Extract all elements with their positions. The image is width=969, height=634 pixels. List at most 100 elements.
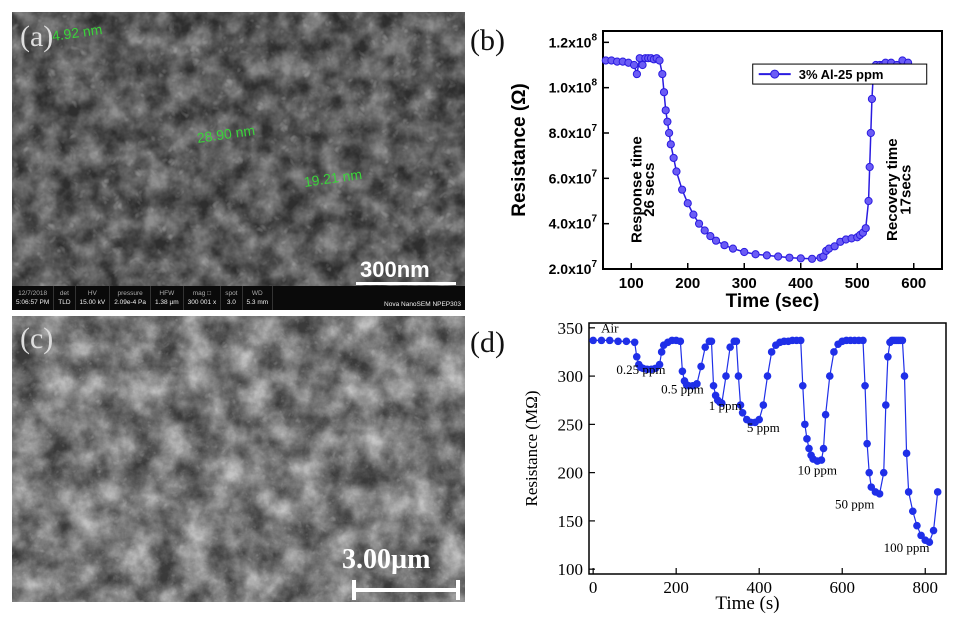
info-cell: WD 5.3 mm bbox=[243, 286, 274, 310]
data-point bbox=[866, 128, 875, 138]
sem-texture-a bbox=[12, 12, 465, 286]
data-point bbox=[666, 140, 675, 149]
data-point bbox=[655, 360, 664, 369]
data-point bbox=[819, 444, 828, 453]
info-value: 3.0 bbox=[226, 299, 236, 306]
data-point bbox=[913, 521, 921, 530]
y-tick-exponent: 7 bbox=[591, 123, 597, 134]
data-point bbox=[605, 336, 614, 345]
info-head: spot bbox=[225, 290, 238, 297]
info-value: 5:06:57 PM bbox=[16, 299, 50, 306]
panel-label-c: (c) bbox=[20, 322, 54, 355]
data-point bbox=[825, 372, 834, 380]
data-point bbox=[694, 219, 704, 228]
data-point bbox=[801, 420, 809, 429]
data-point bbox=[738, 408, 747, 417]
data-point bbox=[875, 490, 884, 498]
y-tick-mantissa: 2.0x10 bbox=[549, 261, 592, 277]
y-tick-label: 150 bbox=[558, 512, 584, 531]
info-head: HFW bbox=[159, 290, 175, 297]
data-point bbox=[774, 252, 783, 261]
data-point bbox=[672, 167, 681, 176]
data-point bbox=[817, 456, 826, 464]
data-point bbox=[865, 162, 874, 172]
y-tick-label: 4.0x107 bbox=[549, 214, 598, 232]
data-point bbox=[722, 372, 730, 380]
y-tick-mantissa: 1.0x10 bbox=[549, 80, 592, 96]
data-point bbox=[908, 507, 917, 516]
data-point bbox=[759, 401, 768, 409]
y-tick-label: 6.0x107 bbox=[549, 168, 598, 186]
info-value: 5.3 mm bbox=[246, 299, 269, 306]
data-point bbox=[830, 348, 838, 356]
data-point bbox=[693, 380, 701, 388]
info-head: WD bbox=[251, 290, 263, 297]
data-point bbox=[865, 468, 874, 477]
x-tick-label: 400 bbox=[788, 275, 813, 292]
data-point bbox=[785, 253, 794, 262]
x-tick-label: 300 bbox=[732, 275, 757, 292]
data-point bbox=[859, 336, 867, 345]
y-tick-label: 350 bbox=[558, 319, 584, 338]
data-point bbox=[902, 449, 911, 458]
data-point bbox=[629, 60, 639, 70]
data-point bbox=[762, 251, 771, 260]
data-point bbox=[867, 94, 877, 104]
data-point bbox=[767, 348, 776, 356]
annotation: 50 ppm bbox=[835, 496, 874, 511]
data-point bbox=[697, 362, 705, 371]
annotation: 100 ppm bbox=[884, 540, 930, 555]
info-value: 1.38 µm bbox=[155, 299, 179, 306]
data-point bbox=[665, 128, 674, 138]
scalebar-tick bbox=[352, 580, 356, 600]
data-point bbox=[711, 236, 721, 245]
data-point bbox=[734, 372, 743, 380]
y-tick-exponent: 7 bbox=[591, 214, 597, 225]
x-tick-label: 200 bbox=[675, 275, 700, 292]
data-point bbox=[798, 381, 807, 390]
annotation: 0.5 ppm bbox=[661, 381, 704, 396]
y-tick-exponent: 7 bbox=[591, 168, 597, 179]
data-point bbox=[655, 56, 664, 65]
data-point bbox=[622, 337, 631, 346]
y-tick-label: 300 bbox=[558, 367, 584, 386]
plot-frame bbox=[588, 322, 947, 575]
data-point bbox=[900, 372, 909, 380]
data-point bbox=[879, 468, 888, 477]
data-point bbox=[632, 352, 641, 361]
y-axis-label: Resistance (Ω) bbox=[509, 83, 530, 217]
data-point bbox=[925, 538, 934, 546]
data-point bbox=[830, 242, 839, 251]
info-cell: spot 3.0 bbox=[221, 286, 243, 310]
info-head: 12/7/2018 bbox=[18, 290, 48, 297]
data-point bbox=[861, 224, 870, 233]
data-point bbox=[589, 336, 597, 345]
data-point bbox=[700, 226, 709, 235]
panel-label-a: (a) bbox=[20, 20, 54, 53]
info-cell: mag □ 300 001 x bbox=[184, 286, 222, 310]
data-point bbox=[728, 244, 738, 253]
legend-marker bbox=[770, 69, 780, 79]
data-point bbox=[861, 381, 869, 390]
info-value: 300 001 x bbox=[187, 299, 217, 306]
info-cell: HV 15.00 kV bbox=[76, 286, 111, 310]
info-head: pressure bbox=[117, 290, 143, 297]
info-cell: pressure 2.09e-4 Pa bbox=[110, 286, 152, 310]
data-point bbox=[659, 88, 669, 97]
data-point bbox=[709, 381, 718, 390]
y-tick-label: 200 bbox=[558, 464, 584, 483]
data-point bbox=[678, 367, 687, 376]
annotation: Response time bbox=[628, 136, 645, 243]
legend-label: 3% Al-25 ppm bbox=[799, 67, 884, 82]
x-tick-label: 100 bbox=[619, 275, 644, 292]
data-point bbox=[736, 401, 745, 409]
data-point bbox=[740, 247, 749, 257]
annotation: 5 ppm bbox=[747, 420, 780, 435]
data-point bbox=[864, 196, 873, 206]
annotation: 26 secs bbox=[641, 163, 658, 217]
data-point bbox=[657, 348, 666, 356]
info-head: HV bbox=[87, 290, 97, 297]
y-tick-mantissa: 8.0x10 bbox=[549, 125, 592, 141]
sem-texture-c bbox=[12, 316, 465, 602]
info-cell: det TLD bbox=[54, 286, 76, 310]
